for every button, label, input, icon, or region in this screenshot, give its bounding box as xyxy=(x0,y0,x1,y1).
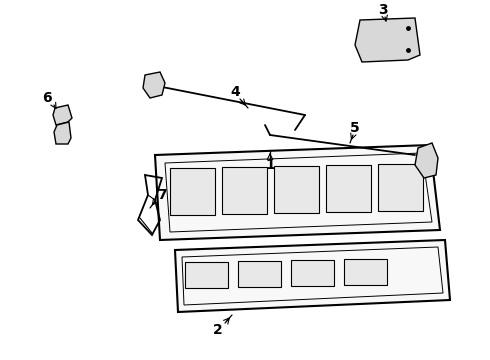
Polygon shape xyxy=(326,165,371,212)
Polygon shape xyxy=(155,145,440,240)
Polygon shape xyxy=(165,153,432,232)
Polygon shape xyxy=(143,72,165,98)
Text: 6: 6 xyxy=(42,91,52,105)
Polygon shape xyxy=(175,240,450,312)
Text: 7: 7 xyxy=(157,188,167,202)
Text: 3: 3 xyxy=(378,3,388,17)
Text: 1: 1 xyxy=(265,158,275,172)
Polygon shape xyxy=(54,122,71,144)
Polygon shape xyxy=(53,105,72,125)
Polygon shape xyxy=(291,260,334,286)
Text: 5: 5 xyxy=(350,121,360,135)
Polygon shape xyxy=(170,168,215,215)
Polygon shape xyxy=(182,247,443,305)
Polygon shape xyxy=(274,166,319,213)
Text: 4: 4 xyxy=(230,85,240,99)
Polygon shape xyxy=(415,143,438,178)
Text: 2: 2 xyxy=(213,323,223,337)
Polygon shape xyxy=(378,164,423,211)
Polygon shape xyxy=(238,261,281,287)
Polygon shape xyxy=(222,167,267,214)
Polygon shape xyxy=(344,259,387,285)
Polygon shape xyxy=(185,262,228,288)
Polygon shape xyxy=(355,18,420,62)
